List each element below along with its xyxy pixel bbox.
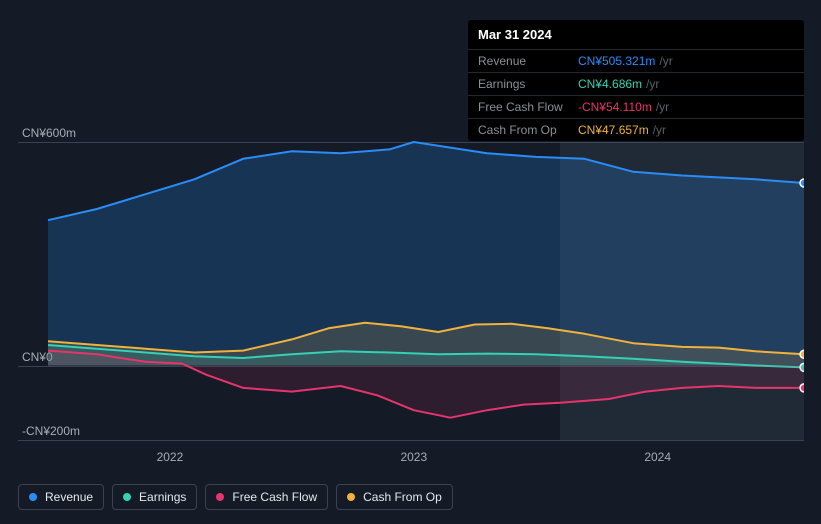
tooltip-label: Free Cash Flow <box>478 100 578 114</box>
financials-chart[interactable]: CN¥600mCN¥0-CN¥200m Past 202220232024 <box>18 120 804 470</box>
legend-item-earnings[interactable]: Earnings <box>112 484 197 510</box>
tooltip-value: -CN¥54.110m <box>578 100 652 114</box>
chart-legend: Revenue Earnings Free Cash Flow Cash From O… <box>18 484 453 510</box>
tooltip-suffix: /yr <box>653 123 666 137</box>
tooltip-suffix: /yr <box>646 77 659 91</box>
tooltip-row: Free Cash Flow-CN¥54.110m/yr <box>468 95 804 118</box>
tooltip-label: Cash From Op <box>478 123 578 137</box>
legend-swatch-icon <box>123 493 131 501</box>
tooltip-value: CN¥505.321m <box>578 54 655 68</box>
tooltip-value: CN¥47.657m <box>578 123 649 137</box>
chart-svg <box>18 120 804 445</box>
legend-swatch-icon <box>29 493 37 501</box>
tooltip-title: Mar 31 2024 <box>468 20 804 49</box>
series-marker-revenue <box>800 179 804 187</box>
tooltip-suffix: /yr <box>659 54 672 68</box>
legend-item-fcf[interactable]: Free Cash Flow <box>205 484 328 510</box>
tooltip-label: Earnings <box>478 77 578 91</box>
legend-swatch-icon <box>216 493 224 501</box>
legend-label: Revenue <box>45 490 93 504</box>
legend-label: Free Cash Flow <box>232 490 317 504</box>
tooltip-row: Cash From OpCN¥47.657m/yr <box>468 118 804 141</box>
tooltip-row: RevenueCN¥505.321m/yr <box>468 49 804 72</box>
tooltip-value: CN¥4.686m <box>578 77 642 91</box>
tooltip-suffix: /yr <box>656 100 669 114</box>
x-axis-label: 2024 <box>644 450 671 464</box>
series-marker-cash_from_op <box>800 350 804 358</box>
x-axis-label: 2022 <box>157 450 184 464</box>
legend-swatch-icon <box>347 493 355 501</box>
tooltip-row: EarningsCN¥4.686m/yr <box>468 72 804 95</box>
series-marker-fcf <box>800 384 804 392</box>
legend-label: Earnings <box>139 490 186 504</box>
x-axis-label: 2023 <box>400 450 427 464</box>
legend-item-revenue[interactable]: Revenue <box>18 484 104 510</box>
legend-item-cash_from_op[interactable]: Cash From Op <box>336 484 453 510</box>
tooltip-label: Revenue <box>478 54 578 68</box>
legend-label: Cash From Op <box>363 490 442 504</box>
chart-tooltip: Mar 31 2024 RevenueCN¥505.321m/yrEarning… <box>468 20 804 141</box>
